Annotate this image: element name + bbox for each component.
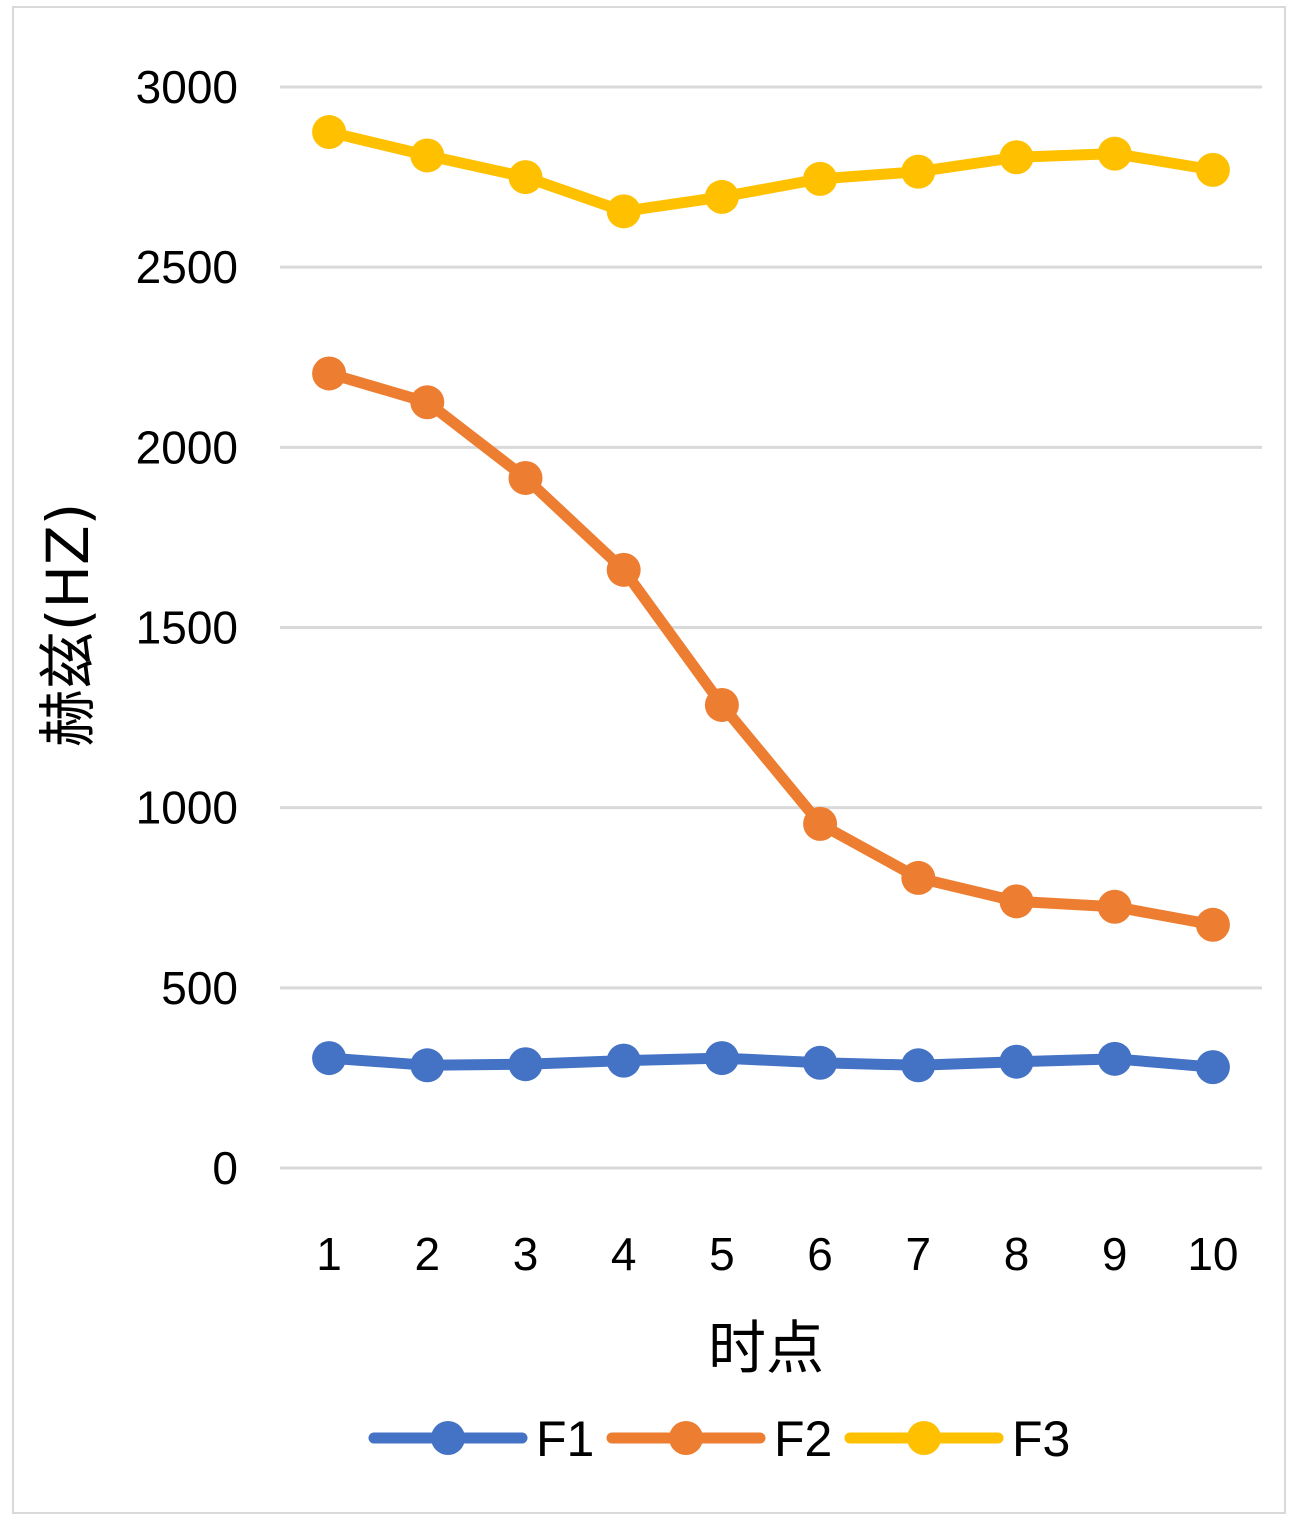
- y-tick-label-3000: 3000: [136, 61, 238, 113]
- legend-item-f3: F3: [844, 1411, 1070, 1467]
- legend-label-f1: F1: [536, 1411, 594, 1467]
- series-line-f3: [323, 126, 1219, 217]
- x-tick-labels: 1 2 3 4 5 6 7 8 9 10: [316, 1228, 1238, 1280]
- y-tick-label-1500: 1500: [136, 602, 238, 654]
- point-f1-4: [606, 1043, 641, 1078]
- y-tick-label-1000: 1000: [136, 782, 238, 834]
- point-f2-4: [606, 552, 641, 587]
- series-f3: [312, 115, 1230, 229]
- point-f3-8: [999, 140, 1034, 175]
- legend: F1 F2 F3: [368, 1411, 1070, 1467]
- point-f2-10: [1195, 907, 1230, 942]
- legend-item-f1: F1: [368, 1411, 594, 1467]
- point-f1-9: [1097, 1041, 1132, 1076]
- x-tick-label-9: 9: [1102, 1228, 1128, 1280]
- point-f3-7: [901, 154, 936, 189]
- series-group: [312, 115, 1230, 1085]
- point-f2-9: [1097, 889, 1132, 924]
- y-tick-label-500: 500: [161, 962, 238, 1014]
- point-f2-7: [901, 860, 936, 895]
- x-tick-label-6: 6: [807, 1228, 833, 1280]
- point-f2-5: [704, 687, 739, 722]
- series-line-f1: [323, 1052, 1219, 1073]
- point-f3-10: [1195, 152, 1230, 187]
- point-f1-8: [999, 1044, 1034, 1079]
- y-tick-label-0: 0: [212, 1142, 238, 1194]
- point-f2-1: [312, 356, 347, 391]
- series-f1: [312, 1041, 1230, 1085]
- series-line-f2: [323, 367, 1219, 931]
- x-tick-label-3: 3: [513, 1228, 539, 1280]
- point-f2-3: [508, 460, 543, 495]
- point-f1-1: [312, 1041, 347, 1076]
- y-tick-label-2500: 2500: [136, 241, 238, 293]
- chart-frame: [12, 6, 1286, 1514]
- point-f1-3: [508, 1047, 543, 1082]
- point-f3-9: [1097, 136, 1132, 171]
- point-f1-6: [803, 1045, 838, 1080]
- legend-label-f2: F2: [774, 1411, 832, 1467]
- x-tick-label-5: 5: [709, 1228, 735, 1280]
- x-tick-label-1: 1: [316, 1228, 342, 1280]
- point-f3-1: [312, 115, 347, 150]
- point-f1-2: [410, 1048, 445, 1083]
- point-f3-4: [606, 194, 641, 229]
- x-tick-label-4: 4: [611, 1228, 637, 1280]
- point-f3-3: [508, 160, 543, 195]
- point-f3-6: [803, 161, 838, 196]
- y-tick-labels: 0 500 1000 1500 2000 2500 3000: [136, 61, 238, 1194]
- point-f1-5: [704, 1041, 739, 1076]
- point-f3-5: [704, 179, 739, 214]
- point-f3-2: [410, 138, 445, 173]
- legend-item-f2: F2: [606, 1411, 832, 1467]
- x-tick-label-8: 8: [1004, 1228, 1030, 1280]
- legend-marker-f1: [431, 1421, 465, 1455]
- series-f2: [312, 356, 1230, 942]
- legend-marker-f3: [907, 1421, 941, 1455]
- point-f2-2: [410, 385, 445, 420]
- x-tick-label-10: 10: [1187, 1228, 1238, 1280]
- x-tick-label-2: 2: [415, 1228, 441, 1280]
- y-axis-title: 赫兹(HZ): [34, 503, 102, 748]
- legend-marker-f2: [669, 1421, 703, 1455]
- x-tick-label-7: 7: [906, 1228, 932, 1280]
- x-axis-title: 时点: [708, 1314, 824, 1382]
- point-f1-7: [901, 1048, 936, 1083]
- point-f1-10: [1195, 1050, 1230, 1085]
- point-f2-6: [803, 806, 838, 841]
- point-f2-8: [999, 884, 1034, 919]
- y-tick-label-2000: 2000: [136, 421, 238, 473]
- gridlines: [280, 85, 1262, 1170]
- legend-label-f3: F3: [1012, 1411, 1070, 1467]
